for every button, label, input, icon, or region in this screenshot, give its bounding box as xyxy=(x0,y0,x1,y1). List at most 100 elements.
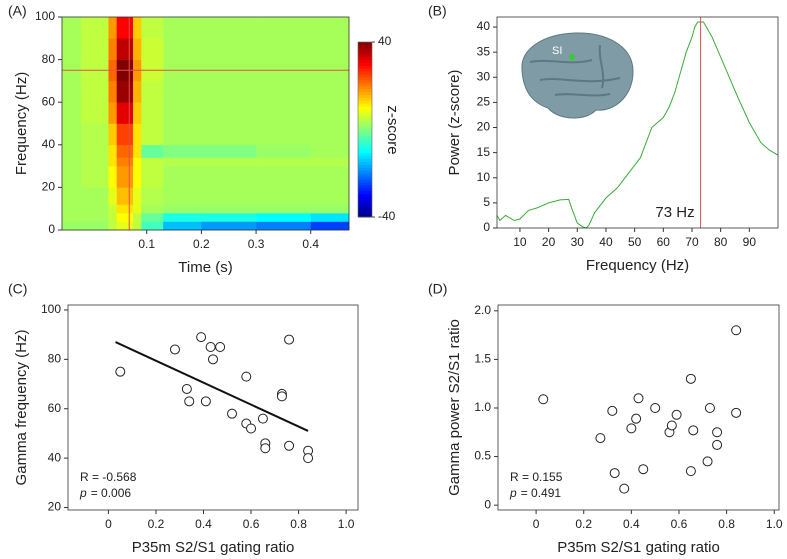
heat-cell xyxy=(108,80,117,103)
heat-cell xyxy=(163,123,202,146)
heat-cell xyxy=(141,204,164,214)
point xyxy=(685,373,696,384)
colorbar-step xyxy=(358,196,372,200)
point xyxy=(619,483,630,494)
heat-cell xyxy=(256,221,312,231)
point xyxy=(257,413,268,424)
heat-cell xyxy=(141,17,164,39)
heat-cell xyxy=(163,166,202,188)
heat-cell xyxy=(108,38,117,60)
colorbar-step xyxy=(358,193,372,198)
heat-cell xyxy=(256,38,312,60)
heat-cell xyxy=(256,187,312,205)
colorbar-step xyxy=(358,190,372,195)
point xyxy=(607,405,618,416)
point xyxy=(631,413,642,424)
point xyxy=(284,440,295,451)
heat-cell xyxy=(62,102,82,124)
point xyxy=(246,423,257,434)
heat-cell xyxy=(108,212,117,222)
x-tick-label: 0.2 xyxy=(575,517,592,531)
heat-cell xyxy=(108,166,117,188)
heat-cell xyxy=(62,157,82,167)
stat-p-symbol: p xyxy=(509,486,517,500)
heat-cell xyxy=(108,157,117,167)
heat-cell xyxy=(310,212,350,222)
plot-frame xyxy=(496,16,779,229)
brain-inset xyxy=(521,32,634,119)
plot-frame xyxy=(61,16,350,231)
colorbar-step xyxy=(358,74,372,78)
point xyxy=(633,393,644,404)
y-tick-label: 40 xyxy=(477,19,491,33)
heat-cell xyxy=(81,166,109,188)
colorbar-step xyxy=(358,132,372,136)
point xyxy=(704,402,715,413)
heat-cell xyxy=(310,123,350,146)
colorbar-step xyxy=(358,82,372,87)
y-tick-label: 100 xyxy=(35,9,55,23)
colorbar-step xyxy=(358,71,372,75)
point xyxy=(215,341,226,352)
heat-cell xyxy=(256,204,312,214)
heat-cell xyxy=(201,102,257,124)
heat-cell xyxy=(81,38,109,60)
colorbar-step xyxy=(358,173,372,177)
x-axis-label: P35m S2/S1 gating ratio xyxy=(132,539,295,556)
y-tick-label: 1.5 xyxy=(474,352,491,366)
heat-cell xyxy=(81,17,109,39)
point xyxy=(688,425,699,436)
y-tick-label: 2.0 xyxy=(474,303,491,317)
y-tick-label: 80 xyxy=(42,52,56,66)
heat-cell xyxy=(81,221,109,231)
heat-cell xyxy=(141,80,164,103)
panel-label: (D) xyxy=(428,281,447,297)
y-axis-label: Gamma power S2/S1 ratio xyxy=(446,319,463,496)
stat-p-value: = 0.006 xyxy=(91,486,132,500)
heat-cell xyxy=(81,123,109,146)
panel-label: (B) xyxy=(428,3,447,19)
colorbar-tick-label: -40 xyxy=(378,209,396,223)
point xyxy=(241,371,252,382)
heat-cell xyxy=(133,157,142,167)
heat-cell xyxy=(310,157,350,167)
x-tick-label: 30 xyxy=(571,235,585,249)
colorbar-step xyxy=(358,123,372,128)
heat-cell xyxy=(141,38,164,60)
heat-cell xyxy=(116,187,134,205)
x-axis-label: Time (s) xyxy=(178,259,232,276)
heat-cell xyxy=(201,80,257,103)
heat-cell xyxy=(163,187,202,205)
x-tick-label: 0.6 xyxy=(671,517,688,531)
y-tick-label: 10 xyxy=(477,170,491,184)
heat-cell xyxy=(256,80,312,103)
colorbar-step xyxy=(358,164,372,168)
colorbar-step xyxy=(358,65,372,69)
colorbar-step xyxy=(358,79,372,84)
colorbar-step xyxy=(358,44,372,49)
y-tick-label: 20 xyxy=(48,500,62,514)
heat-cell xyxy=(163,204,202,214)
y-axis-label: Frequency (Hz) xyxy=(13,72,30,175)
heat-cell xyxy=(116,204,134,214)
x-tick-label: 40 xyxy=(599,235,613,249)
x-tick-label: 0.2 xyxy=(193,237,210,251)
y-axis-label: Power (z-score) xyxy=(446,70,463,176)
x-tick-label: 0.6 xyxy=(243,517,260,531)
heat-cell xyxy=(141,123,164,146)
y-tick-label: 25 xyxy=(477,95,491,109)
point xyxy=(181,383,192,394)
point xyxy=(666,420,677,431)
heat-cell xyxy=(116,123,134,146)
x-tick-label: 0.3 xyxy=(248,237,265,251)
heat-cell xyxy=(62,204,82,214)
heat-cell xyxy=(108,17,117,39)
colorbar-step xyxy=(358,147,372,151)
heat-cell xyxy=(163,102,202,124)
heat-cell xyxy=(141,102,164,124)
heat-cell xyxy=(62,17,82,39)
point xyxy=(276,391,287,402)
colorbar-step xyxy=(358,85,372,90)
colorbar-step xyxy=(358,103,372,107)
heat-cell xyxy=(81,212,109,222)
